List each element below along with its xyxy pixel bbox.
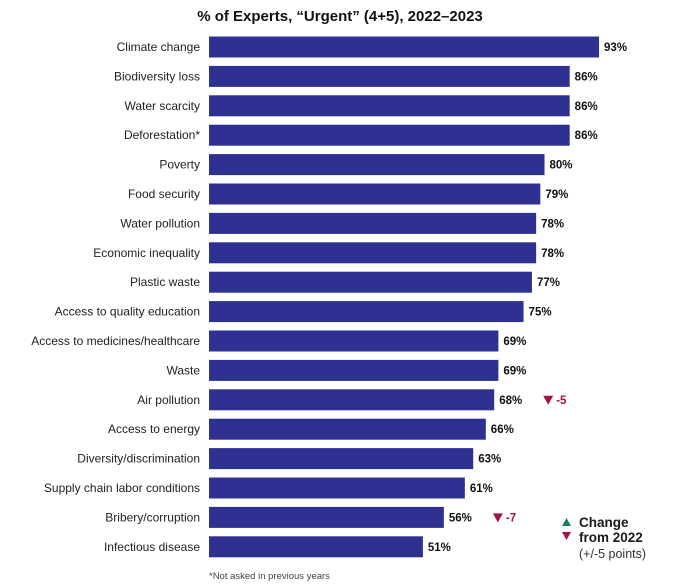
value-label-bribery-corruption: 56% (449, 512, 472, 524)
category-label-plastic-waste: Plastic waste (130, 275, 200, 289)
value-label-water-scarcity: 86% (575, 101, 598, 113)
category-label-access-to-quality-education: Access to quality education (55, 305, 200, 319)
legend-up-triangle-icon (562, 518, 571, 526)
legend-line-1: Change (579, 515, 629, 530)
category-label-infectious-disease: Infectious disease (104, 540, 200, 554)
category-label-bribery-corruption: Bribery/corruption (105, 510, 200, 524)
legend-line-2: from 2022 (579, 530, 643, 545)
legend: Change from 2022 (+/-5 points) (562, 515, 646, 561)
value-label-access-to-energy: 66% (491, 424, 514, 436)
change-label-air-pollution: -5 (556, 395, 567, 407)
category-label-water-pollution: Water pollution (120, 216, 200, 230)
value-label-water-pollution: 78% (541, 218, 564, 230)
value-label-access-to-medicines-healthcare: 69% (503, 336, 526, 348)
footnote: *Not asked in previous years (209, 571, 330, 582)
category-label-access-to-energy: Access to energy (108, 422, 200, 436)
bar-bribery-corruption (209, 506, 444, 528)
bar-diversity-discrimination (209, 448, 474, 470)
value-label-food-security: 79% (545, 189, 568, 201)
legend-line-3: (+/-5 points) (579, 547, 646, 561)
category-label-economic-inequality: Economic inequality (93, 246, 200, 260)
bar-economic-inequality (209, 242, 537, 264)
category-label-biodiversity-loss: Biodiversity loss (114, 69, 200, 83)
bar-biodiversity-loss (209, 65, 570, 87)
category-label-supply-chain-labor-conditions: Supply chain labor conditions (44, 481, 200, 495)
category-label-water-scarcity: Water scarcity (124, 99, 200, 113)
value-label-climate-change: 93% (604, 42, 627, 54)
category-label-poverty: Poverty (159, 158, 200, 172)
bars-group: Climate change 93% Biodiversity loss 86% Wat… (31, 36, 627, 558)
value-label-air-pollution: 68% (499, 395, 522, 407)
legend-down-triangle-icon (562, 532, 571, 540)
bar-infectious-disease (209, 536, 423, 558)
value-label-diversity-discrimination: 63% (478, 454, 501, 466)
bar-waste (209, 359, 499, 381)
change-down-triangle-icon (492, 513, 503, 523)
value-label-waste: 69% (503, 365, 526, 377)
bar-climate-change (209, 36, 600, 58)
category-label-diversity-discrimination: Diversity/discrimination (77, 452, 200, 466)
bar-poverty (209, 154, 545, 176)
category-label-food-security: Food security (128, 187, 200, 201)
bar-plastic-waste (209, 271, 532, 293)
change-down-triangle-icon (543, 395, 554, 405)
bar-air-pollution (209, 389, 495, 411)
bar-water-pollution (209, 212, 537, 234)
chart-title: % of Experts, “Urgent” (4+5), 2022–2023 (197, 8, 483, 25)
category-label-waste: Waste (166, 363, 200, 377)
category-label-climate-change: Climate change (117, 40, 201, 54)
bar-access-to-quality-education (209, 301, 524, 323)
value-label-poverty: 80% (550, 160, 573, 172)
bar-food-security (209, 183, 541, 205)
bar-water-scarcity (209, 95, 570, 117)
value-label-plastic-waste: 77% (537, 277, 560, 289)
value-label-biodiversity-loss: 86% (575, 71, 598, 83)
bar-supply-chain-labor-conditions (209, 477, 465, 499)
value-label-supply-chain-labor-conditions: 61% (470, 483, 493, 495)
change-label-bribery-corruption: -7 (506, 512, 516, 524)
value-label-economic-inequality: 78% (541, 248, 564, 260)
value-label-infectious-disease: 51% (428, 542, 451, 554)
category-label-access-to-medicines-healthcare: Access to medicines/healthcare (31, 334, 200, 348)
value-label-access-to-quality-education: 75% (529, 307, 552, 319)
category-label-deforestation: Deforestation* (124, 128, 200, 142)
category-label-air-pollution: Air pollution (137, 393, 200, 407)
bar-deforestation (209, 124, 570, 146)
bar-access-to-energy (209, 418, 486, 440)
value-label-deforestation: 86% (575, 130, 598, 142)
bar-access-to-medicines-healthcare (209, 330, 499, 352)
